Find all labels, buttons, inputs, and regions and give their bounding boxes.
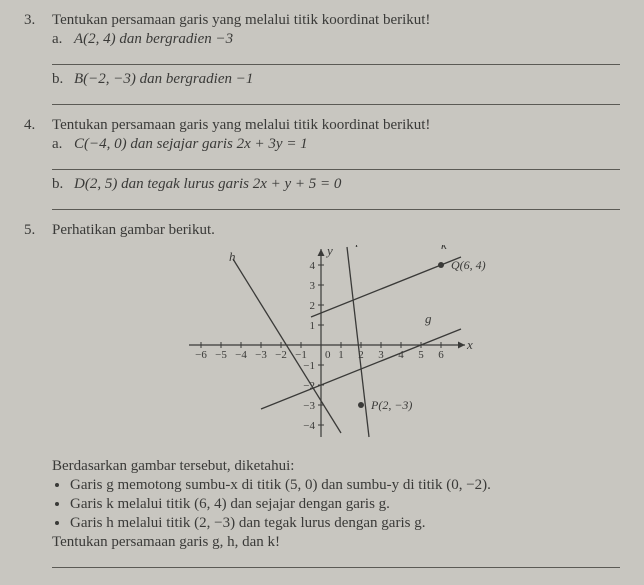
problem-3-number: 3.: [24, 12, 52, 111]
svg-text:−1: −1: [303, 360, 315, 372]
answer-rule: [52, 104, 620, 105]
problem-4: 4. Tentukan persamaan garis yang melalui…: [24, 117, 620, 216]
problem-3: 3. Tentukan persamaan garis yang melalui…: [24, 12, 620, 111]
problem-4-body: Tentukan persamaan garis yang melalui ti…: [52, 117, 620, 216]
answer-rule: [52, 64, 620, 65]
svg-text:−5: −5: [215, 349, 227, 361]
answer-rule: [52, 169, 620, 170]
problem-5-bullets: Garis g memotong sumbu-x di titik (5, 0)…: [52, 477, 620, 532]
svg-text:−4: −4: [235, 349, 247, 361]
svg-text:y: y: [325, 245, 333, 258]
svg-text:4: 4: [398, 349, 404, 361]
answer-rule: [52, 209, 620, 210]
svg-text:k: k: [441, 245, 447, 252]
svg-text:3: 3: [378, 349, 384, 361]
problem-5-prompt: Perhatikan gambar berikut.: [52, 222, 620, 239]
svg-text:h: h: [229, 249, 236, 264]
bullet-2: Garis k melalui titik (6, 4) dan sejajar…: [70, 496, 620, 513]
problem-4a: a. C(−4, 0) dan sejajar garis 2x + 3y = …: [52, 136, 620, 153]
problem-3a: a. A(2, 4) dan bergradien −3: [52, 31, 620, 48]
svg-text:x: x: [466, 337, 473, 352]
bullet-3: Garis h melalui titik (2, −3) dan tegak …: [70, 515, 620, 532]
svg-text:l: l: [355, 245, 359, 250]
svg-text:5: 5: [418, 349, 424, 361]
problem-5-ask: Tentukan persamaan garis g, h, dan k!: [52, 534, 620, 551]
svg-text:−2: −2: [275, 349, 287, 361]
coordinate-chart: −6−5−4−3−2−1123456−4−3−2−112340xyghklQ(6…: [176, 245, 496, 450]
svg-text:g: g: [425, 311, 432, 326]
problem-5-number: 5.: [24, 222, 52, 574]
problem-3b: b. B(−2, −3) dan bergradien −1: [52, 71, 620, 88]
problem-3a-text: A(2, 4) dan bergradien −3: [74, 31, 620, 48]
problem-4b-text: D(2, 5) dan tegak lurus garis 2x + y + 5…: [74, 176, 620, 193]
svg-text:Q(6, 4): Q(6, 4): [451, 258, 486, 272]
svg-text:2: 2: [310, 300, 316, 312]
svg-text:1: 1: [310, 320, 316, 332]
svg-text:4: 4: [310, 260, 316, 272]
problem-3b-text: B(−2, −3) dan bergradien −1: [74, 71, 620, 88]
problem-4b: b. D(2, 5) dan tegak lurus garis 2x + y …: [52, 176, 620, 193]
problem-4a-text: C(−4, 0) dan sejajar garis 2x + 3y = 1: [74, 136, 620, 153]
svg-text:−3: −3: [303, 400, 315, 412]
svg-text:−3: −3: [255, 349, 267, 361]
svg-text:3: 3: [310, 280, 316, 292]
problem-3b-letter: b.: [52, 71, 74, 88]
problem-4-number: 4.: [24, 117, 52, 216]
problem-5: 5. Perhatikan gambar berikut. −6 −5 −4 −3 −2…: [24, 222, 620, 574]
problem-5-footer-lead: Berdasarkan gambar tersebut, diketahui:: [52, 458, 620, 475]
svg-text:6: 6: [438, 349, 444, 361]
problem-4b-letter: b.: [52, 176, 74, 193]
problem-3-prompt: Tentukan persamaan garis yang melalui ti…: [52, 12, 620, 29]
problem-4-prompt: Tentukan persamaan garis yang melalui ti…: [52, 117, 620, 134]
svg-text:1: 1: [338, 349, 344, 361]
problem-4a-letter: a.: [52, 136, 74, 153]
chart-container: −6−5−4−3−2−1123456−4−3−2−112340xyghklQ(6…: [52, 245, 620, 450]
problem-5-body: Perhatikan gambar berikut. −6 −5 −4 −3 −2 −1 1…: [52, 222, 620, 574]
svg-text:−4: −4: [303, 420, 315, 432]
problem-3-body: Tentukan persamaan garis yang melalui ti…: [52, 12, 620, 111]
svg-text:0: 0: [325, 349, 331, 361]
answer-rule: [52, 567, 620, 568]
svg-text:−6: −6: [195, 349, 207, 361]
page: 3. Tentukan persamaan garis yang melalui…: [0, 0, 644, 585]
svg-text:P(2, −3): P(2, −3): [370, 398, 412, 412]
problem-3a-letter: a.: [52, 31, 74, 48]
bullet-1: Garis g memotong sumbu-x di titik (5, 0)…: [70, 477, 620, 494]
